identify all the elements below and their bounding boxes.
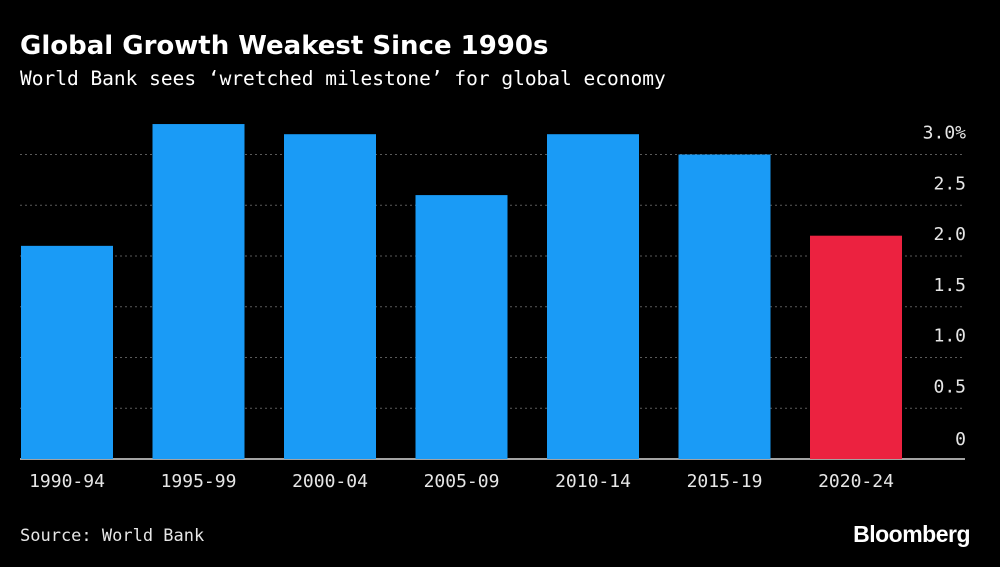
bar-1990-94	[21, 245, 113, 459]
bar-2005-09	[415, 195, 508, 459]
chart-title: Global Growth Weakest Since 1990s	[20, 31, 549, 61]
bloomberg-logo: Bloomberg	[853, 521, 970, 547]
chart-subtitle: World Bank sees ‘wretched milestone’ for…	[20, 67, 666, 90]
x-tick-label: 1995-99	[161, 471, 237, 492]
x-tick-label: 2020-24	[818, 471, 894, 492]
x-axis-labels: 1990-94 1995-99 2000-04 2005-09 2010-14 2015-…	[29, 471, 894, 492]
bar-2000-04	[284, 134, 376, 459]
bars	[21, 124, 902, 460]
y-tick-label: 3.0%	[923, 123, 967, 144]
x-tick-label: 2000-04	[292, 471, 368, 492]
x-tick-label: 2015-19	[687, 471, 763, 492]
bar-2020-24	[810, 235, 902, 459]
bar-2010-14	[547, 134, 639, 459]
x-tick-label: 2005-09	[424, 471, 500, 492]
y-tick-label: 1.0	[933, 326, 966, 347]
y-tick-label: 1.5	[933, 275, 966, 296]
y-tick-label: 2.5	[933, 173, 966, 194]
y-tick-label: 0.5	[933, 376, 966, 397]
bar-2015-19	[678, 154, 771, 459]
x-tick-label: 2010-14	[555, 471, 631, 492]
bar-1995-99	[152, 124, 245, 460]
source-note: Source: World Bank	[20, 526, 205, 546]
x-tick-label: 1990-94	[29, 471, 105, 492]
y-tick-label: 2.0	[933, 224, 966, 245]
y-tick-label: 0	[955, 429, 966, 450]
y-axis-labels: 0 0.5 1.0 1.5 2.0 2.5 3.0%	[923, 123, 967, 451]
